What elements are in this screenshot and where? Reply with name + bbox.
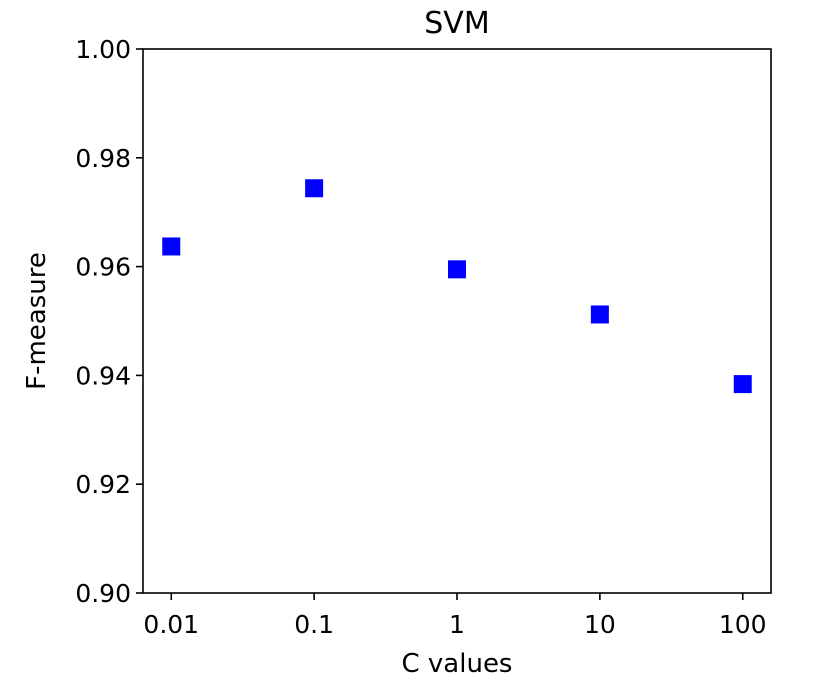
data-point — [448, 260, 466, 279]
x-tick-label: 0.01 — [143, 610, 199, 639]
x-axis: 0.01 0.1 1 10 100 — [143, 593, 767, 639]
y-axis: 0.90 0.92 0.94 0.96 0.98 1.00 — [75, 35, 143, 608]
x-axis-label: C values — [402, 649, 513, 679]
data-point — [162, 237, 181, 256]
x-tick-label: 10 — [584, 610, 616, 639]
data-point — [590, 305, 609, 324]
data-point — [305, 179, 324, 198]
y-tick-label: 0.94 — [75, 361, 131, 390]
x-tick-label: 100 — [719, 610, 767, 639]
y-tick-label: 0.96 — [75, 253, 131, 282]
y-tick-label: 0.90 — [75, 579, 131, 608]
x-tick-label: 0.1 — [294, 610, 334, 639]
y-axis-label: F-measure — [22, 252, 52, 390]
data-points — [162, 179, 752, 394]
y-tick-label: 0.98 — [75, 144, 131, 173]
data-point — [733, 375, 752, 394]
y-tick-label: 1.00 — [75, 35, 131, 64]
chart-title: SVM — [424, 6, 489, 41]
x-tick-label: 1 — [449, 610, 465, 639]
y-tick-label: 0.92 — [75, 470, 131, 499]
plot-frame — [142, 48, 772, 594]
